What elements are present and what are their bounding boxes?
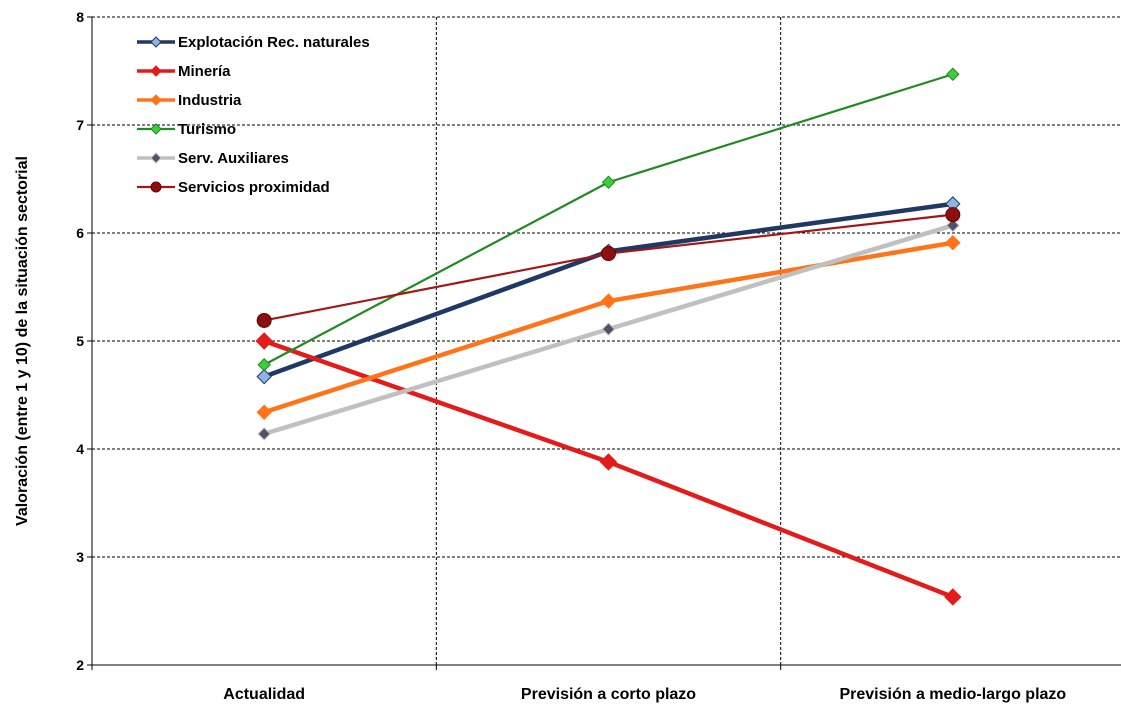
- series-5: [256, 207, 961, 328]
- legend-swatch-marker: [150, 94, 162, 106]
- legend-label: Industria: [178, 92, 242, 109]
- legend: Explotación Rec. naturales Minería Industr…: [137, 34, 370, 196]
- data-point: [599, 453, 618, 471]
- data-point: [600, 293, 617, 309]
- series-layer: [255, 67, 962, 606]
- series-3: [257, 67, 960, 372]
- legend-swatch-marker: [150, 123, 162, 135]
- y-tick-label: 8: [76, 9, 84, 25]
- data-point: [256, 404, 272, 420]
- legend-swatch-marker: [150, 181, 162, 193]
- legend-item: Industria: [137, 92, 242, 109]
- x-category-label: Previsión a corto plazo: [521, 686, 696, 703]
- legend-label: Explotación Rec. naturales: [178, 34, 370, 51]
- legend-item: Explotación Rec. naturales: [137, 34, 370, 51]
- data-point: [946, 218, 960, 233]
- data-point: [255, 332, 273, 350]
- legend-swatch-marker: [150, 152, 162, 164]
- legend-swatch-marker: [150, 65, 162, 77]
- data-point: [257, 358, 271, 372]
- x-category-label: Actualidad: [223, 686, 305, 703]
- legend-item: Servicios proximidad: [137, 179, 330, 196]
- legend-label: Serv. Auxiliares: [178, 150, 289, 167]
- data-point: [945, 207, 961, 223]
- data-point: [601, 246, 616, 262]
- y-tick-label: 3: [76, 549, 84, 565]
- data-point: [601, 175, 616, 189]
- legend-item: Minería: [137, 63, 231, 80]
- y-tick-label: 2: [76, 657, 84, 673]
- legend-item: Serv. Auxiliares: [137, 150, 289, 167]
- axes: 2 3 4 5 6 7 8 Actualidad Previsión a corto plazo…: [76, 9, 1121, 703]
- x-category-label: Previsión a medio-largo plazo: [839, 686, 1066, 703]
- legend-label: Servicios proximidad: [178, 179, 330, 196]
- legend-item: Turismo: [137, 121, 236, 138]
- data-point: [945, 235, 961, 251]
- series-line: [263, 201, 954, 379]
- y-axis-label: Valoración (entre 1 y 10) de la situació…: [14, 156, 31, 526]
- y-tick-label: 7: [76, 117, 84, 133]
- y-tick-label: 4: [76, 441, 84, 457]
- data-point: [944, 588, 962, 606]
- data-point: [601, 322, 616, 336]
- data-point: [256, 312, 272, 328]
- data-point: [256, 368, 272, 385]
- series-4: [257, 218, 960, 441]
- y-tick-label: 5: [76, 333, 84, 349]
- legend-label: Minería: [178, 63, 231, 80]
- grid-lines: [92, 16, 1121, 665]
- legend-label: Turismo: [178, 121, 236, 138]
- data-point: [257, 427, 271, 441]
- y-tick-label: 6: [76, 225, 84, 241]
- legend-swatch-marker: [150, 36, 162, 48]
- series-1: [255, 332, 962, 606]
- data-point: [946, 67, 960, 81]
